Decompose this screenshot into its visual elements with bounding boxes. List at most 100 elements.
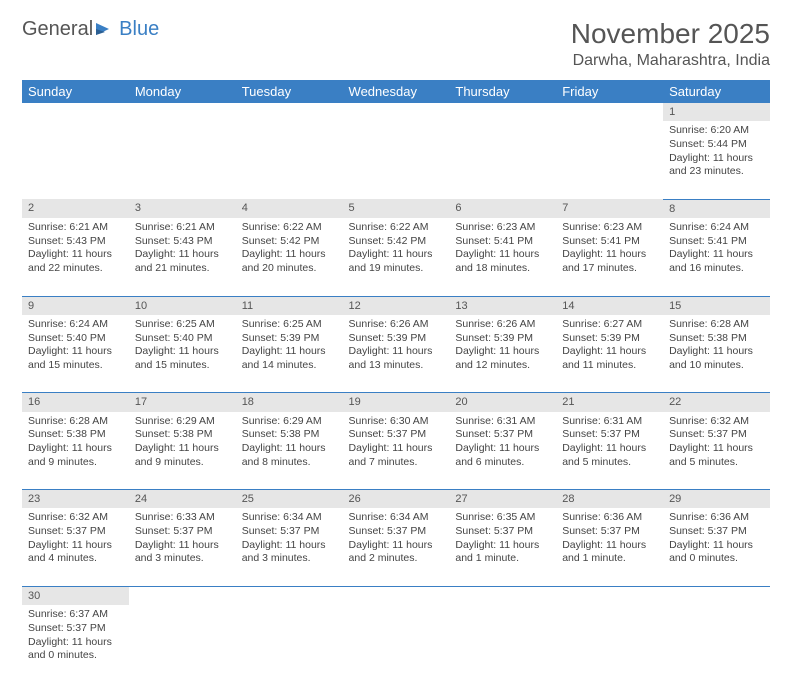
location: Darwha, Maharashtra, India [571,52,770,70]
daylight: Daylight: 11 hours and 17 minutes. [562,248,657,275]
daylight: Daylight: 11 hours and 16 minutes. [669,248,764,275]
day-number [236,103,343,121]
day-details: Sunrise: 6:23 AMSunset: 5:41 PMDaylight:… [556,218,663,282]
day-cell [556,605,663,683]
daylight: Daylight: 11 hours and 15 minutes. [28,345,123,372]
day-number: 3 [129,199,236,218]
sunrise: Sunrise: 6:28 AM [669,318,764,332]
day-details: Sunrise: 6:30 AMSunset: 5:37 PMDaylight:… [343,412,450,476]
sunset: Sunset: 5:37 PM [28,525,123,539]
day-number: 25 [236,490,343,509]
day-content-row: Sunrise: 6:32 AMSunset: 5:37 PMDaylight:… [22,508,770,586]
sunrise: Sunrise: 6:24 AM [28,318,123,332]
sunset: Sunset: 5:38 PM [135,428,230,442]
day-details: Sunrise: 6:22 AMSunset: 5:42 PMDaylight:… [236,218,343,282]
day-number [449,103,556,121]
day-details: Sunrise: 6:33 AMSunset: 5:37 PMDaylight:… [129,508,236,572]
day-content-row: Sunrise: 6:28 AMSunset: 5:38 PMDaylight:… [22,412,770,490]
daylight: Daylight: 11 hours and 22 minutes. [28,248,123,275]
sunset: Sunset: 5:38 PM [28,428,123,442]
logo-text-1: General [22,18,93,41]
day-details: Sunrise: 6:35 AMSunset: 5:37 PMDaylight:… [449,508,556,572]
day-details: Sunrise: 6:25 AMSunset: 5:40 PMDaylight:… [129,315,236,379]
sunset: Sunset: 5:44 PM [669,138,764,152]
day-cell: Sunrise: 6:34 AMSunset: 5:37 PMDaylight:… [236,508,343,586]
daylight: Daylight: 11 hours and 9 minutes. [135,442,230,469]
sunrise: Sunrise: 6:32 AM [28,511,123,525]
day-details: Sunrise: 6:27 AMSunset: 5:39 PMDaylight:… [556,315,663,379]
daylight: Daylight: 11 hours and 5 minutes. [562,442,657,469]
day-number [663,586,770,605]
day-number-row: 30 [22,586,770,605]
day-cell [236,121,343,199]
weekday-header: Monday [129,80,236,103]
day-cell: Sunrise: 6:34 AMSunset: 5:37 PMDaylight:… [343,508,450,586]
day-number-row: 9101112131415 [22,296,770,315]
daylight: Daylight: 11 hours and 14 minutes. [242,345,337,372]
day-cell [343,605,450,683]
flag-icon [95,21,117,37]
day-cell: Sunrise: 6:32 AMSunset: 5:37 PMDaylight:… [663,412,770,490]
sunset: Sunset: 5:42 PM [242,235,337,249]
daylight: Daylight: 11 hours and 1 minute. [455,539,550,566]
day-number [556,586,663,605]
day-cell: Sunrise: 6:36 AMSunset: 5:37 PMDaylight:… [556,508,663,586]
day-cell: Sunrise: 6:30 AMSunset: 5:37 PMDaylight:… [343,412,450,490]
weekday-header: Wednesday [343,80,450,103]
weekday-header: Sunday [22,80,129,103]
sunrise: Sunrise: 6:24 AM [669,221,764,235]
daylight: Daylight: 11 hours and 1 minute. [562,539,657,566]
sunrise: Sunrise: 6:21 AM [28,221,123,235]
sunset: Sunset: 5:37 PM [135,525,230,539]
day-number: 22 [663,393,770,412]
sunset: Sunset: 5:37 PM [669,525,764,539]
sunset: Sunset: 5:37 PM [669,428,764,442]
day-cell: Sunrise: 6:35 AMSunset: 5:37 PMDaylight:… [449,508,556,586]
day-details: Sunrise: 6:21 AMSunset: 5:43 PMDaylight:… [129,218,236,282]
daylight: Daylight: 11 hours and 5 minutes. [669,442,764,469]
day-details: Sunrise: 6:32 AMSunset: 5:37 PMDaylight:… [663,412,770,476]
sunset: Sunset: 5:37 PM [349,428,444,442]
calendar: SundayMondayTuesdayWednesdayThursdayFrid… [22,80,770,683]
day-number: 2 [22,199,129,218]
sunset: Sunset: 5:40 PM [135,332,230,346]
day-details: Sunrise: 6:26 AMSunset: 5:39 PMDaylight:… [449,315,556,379]
sunset: Sunset: 5:37 PM [455,428,550,442]
day-details: Sunrise: 6:29 AMSunset: 5:38 PMDaylight:… [236,412,343,476]
day-content-row: Sunrise: 6:21 AMSunset: 5:43 PMDaylight:… [22,218,770,296]
day-number: 18 [236,393,343,412]
day-cell: Sunrise: 6:21 AMSunset: 5:43 PMDaylight:… [22,218,129,296]
day-content-row: Sunrise: 6:24 AM Sunset: 5:40 PM Daylight:… [22,315,770,393]
weekday-header-row: SundayMondayTuesdayWednesdayThursdayFrid… [22,80,770,103]
day-number: 20 [449,393,556,412]
day-number: 29 [663,490,770,509]
day-cell: Sunrise: 6:33 AMSunset: 5:37 PMDaylight:… [129,508,236,586]
day-details: Sunrise: 6:26 AMSunset: 5:39 PMDaylight:… [343,315,450,379]
day-cell: Sunrise: 6:28 AMSunset: 5:38 PMDaylight:… [22,412,129,490]
sunrise: Sunrise: 6:20 AM [669,124,764,138]
sunset: Sunset: 5:39 PM [349,332,444,346]
day-number: 4 [236,199,343,218]
day-number-row: 1 [22,103,770,121]
day-cell: Sunrise: 6:25 AMSunset: 5:40 PMDaylight:… [129,315,236,393]
sunset: Sunset: 5:41 PM [455,235,550,249]
day-cell: Sunrise: 6:31 AMSunset: 5:37 PMDaylight:… [449,412,556,490]
daylight: Daylight: 11 hours and 6 minutes. [455,442,550,469]
sunrise: Sunrise: 6:25 AM [135,318,230,332]
day-number: 24 [129,490,236,509]
sunrise: Sunrise: 6:34 AM [349,511,444,525]
day-details: Sunrise: 6:37 AMSunset: 5:37 PMDaylight:… [22,605,129,669]
day-cell: Sunrise: 6:37 AMSunset: 5:37 PMDaylight:… [22,605,129,683]
day-number [129,586,236,605]
daylight: Daylight: 11 hours and 0 minutes. [28,636,123,663]
sunrise: Sunrise: 6:22 AM [349,221,444,235]
day-details: Sunrise: 6:23 AMSunset: 5:41 PMDaylight:… [449,218,556,282]
day-cell: Sunrise: 6:28 AMSunset: 5:38 PMDaylight:… [663,315,770,393]
day-number [129,103,236,121]
day-details: Sunrise: 6:31 AMSunset: 5:37 PMDaylight:… [449,412,556,476]
sunrise: Sunrise: 6:37 AM [28,608,123,622]
sunset: Sunset: 5:39 PM [242,332,337,346]
day-details: Sunrise: 6:36 AMSunset: 5:37 PMDaylight:… [556,508,663,572]
header: General Blue November 2025 Darwha, Mahar… [22,18,770,70]
daylight: Daylight: 11 hours and 20 minutes. [242,248,337,275]
